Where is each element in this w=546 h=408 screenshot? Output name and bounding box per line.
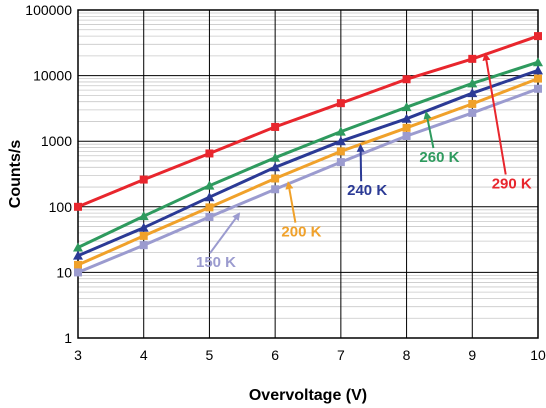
series-labels-layer: 290 K 260 K 240 K 200 K 150 K [196,52,532,271]
data-point [534,74,542,83]
series-260k [73,57,543,252]
minor-grid [78,12,538,319]
y-tick-label: 10000 [33,68,72,84]
data-point [401,113,412,123]
x-tick-labels: 3 4 5 6 7 8 9 10 [74,347,546,363]
data-point [336,147,345,156]
series-line-150k [77,87,539,274]
y-tick-label: 10 [56,264,72,280]
data-point [467,78,478,88]
data-point [205,212,214,221]
data-point [205,149,214,158]
data-point [401,102,412,112]
data-point [74,268,82,277]
series-200k [74,74,542,269]
data-point [534,84,542,93]
data-point [139,231,148,240]
x-tick-label: 5 [206,347,214,363]
data-point [402,132,411,141]
series-layer [73,32,543,277]
data-point [271,174,280,183]
series-label-arrow [356,143,365,182]
y-axis-label: Counts/s [7,140,24,209]
data-point [534,32,542,41]
data-point [138,211,149,221]
x-tick-label: 8 [403,347,411,363]
data-point [74,260,82,269]
series-290k [74,32,542,211]
data-point [402,123,411,132]
data-point [139,241,148,250]
data-point [336,99,345,108]
data-point [468,99,477,108]
data-point [73,250,83,260]
data-point [468,108,477,117]
series-line-260k [77,60,539,249]
data-point [335,136,346,146]
y-tick-label: 100000 [25,2,72,18]
y-tick-label: 1000 [41,133,72,149]
data-point [73,242,83,252]
series-label: 290 K [492,176,532,193]
series-label-arrow [482,52,507,175]
x-tick-label: 3 [74,347,82,363]
x-tick-label: 9 [468,347,476,363]
y-tick-label: 100 [49,199,73,215]
series-line-200k [77,77,539,267]
plot-frame [77,9,539,339]
data-point [533,57,543,67]
x-tick-label: 6 [271,347,279,363]
data-point [138,222,149,232]
y-tick-label: 1 [64,330,72,346]
series-label: 200 K [281,224,321,241]
data-point [271,185,280,194]
series-label: 240 K [347,182,387,199]
series-label: 260 K [419,149,459,166]
data-point [205,203,214,212]
data-point [467,88,478,98]
series-240k [73,65,543,260]
data-point [402,75,411,84]
data-point [336,158,345,167]
data-point [270,152,281,162]
x-tick-label: 10 [530,347,546,363]
y-tick-labels: 1 10 100 1000 10000 100000 [25,2,72,346]
x-tick-label: 7 [337,347,345,363]
x-axis-label: Overvoltage (V) [249,387,367,404]
x-tick-label: 4 [140,347,148,363]
series-line-240k [77,68,539,258]
data-point [271,122,280,131]
data-point [204,180,215,190]
series-label: 150 K [196,254,236,271]
data-point [74,202,82,211]
data-point [139,175,148,184]
data-point [270,162,281,172]
series-label-arrow [423,110,435,149]
series-label-arrow [209,212,241,254]
series-label-arrow [285,181,297,223]
data-point [335,126,346,136]
data-point [204,192,215,202]
data-point [533,65,543,75]
series-line-290k [77,34,539,209]
series-150k [74,84,542,277]
data-point [468,54,477,63]
